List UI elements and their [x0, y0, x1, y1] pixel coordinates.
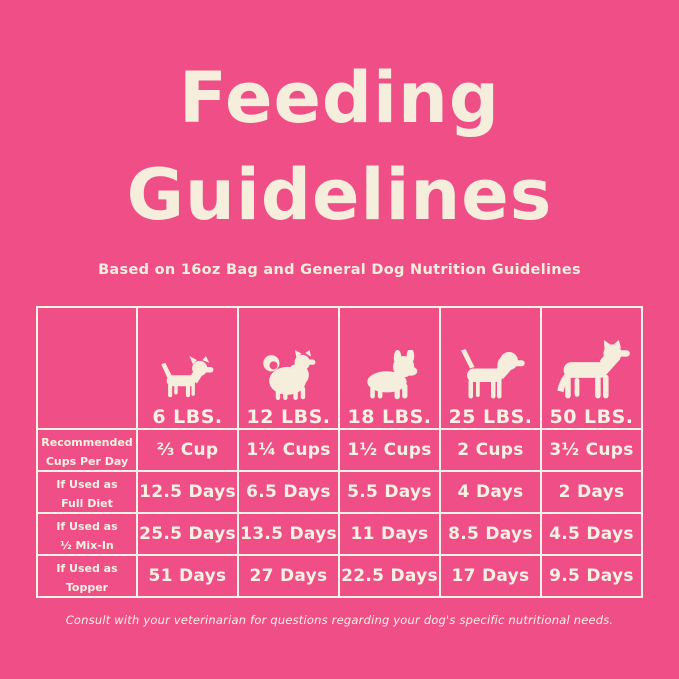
cups-12lbs: 1¼ Cups [237, 428, 340, 472]
cups-50lbs: 3½ Cups [540, 428, 643, 472]
table-row-half-mix-in: If Used as ½ Mix-In 25.5 Days 13.5 Days … [36, 512, 643, 556]
mix-in-6lbs: 25.5 Days [136, 512, 239, 556]
topper-50lbs: 9.5 Days [540, 554, 643, 598]
full-diet-18lbs: 5.5 Days [338, 470, 441, 514]
french-bulldog-icon [366, 350, 417, 400]
weight-label: 50 LBS. [549, 406, 634, 428]
mix-in-18lbs: 11 Days [338, 512, 441, 556]
chihuahua-icon [160, 356, 213, 398]
full-diet-25lbs: 4 Days [439, 470, 542, 514]
topper-6lbs: 51 Days [136, 554, 239, 598]
row-label-half-mix-in: If Used as ½ Mix-In [36, 512, 138, 556]
column-header-50lbs: 50 LBS. [540, 306, 643, 430]
row-label-cups-per-day: Recommended Cups Per Day [36, 428, 138, 472]
cups-25lbs: 2 Cups [439, 428, 542, 472]
column-header-6lbs: 6 LBS. [136, 306, 239, 430]
cups-18lbs: 1½ Cups [338, 428, 441, 472]
feeding-guidelines-table: 6 LBS. [36, 306, 643, 598]
table-row-cups-per-day: Recommended Cups Per Day ⅔ Cup 1¼ Cups 1… [36, 428, 643, 472]
page-title: Feeding Guidelines [127, 50, 553, 244]
topper-18lbs: 22.5 Days [338, 554, 441, 598]
full-diet-6lbs: 12.5 Days [136, 470, 239, 514]
weight-label: 18 LBS. [347, 406, 432, 428]
subtitle: Based on 16oz Bag and General Dog Nutrit… [98, 262, 581, 278]
column-header-18lbs: 18 LBS. [338, 306, 441, 430]
table-row-full-diet: If Used as Full Diet 12.5 Days 6.5 Days … [36, 470, 643, 514]
weight-label: 25 LBS. [448, 406, 533, 428]
mix-in-12lbs: 13.5 Days [237, 512, 340, 556]
row-label-full-diet: If Used as Full Diet [36, 470, 138, 514]
table-row-topper: If Used as Topper 51 Days 27 Days 22.5 D… [36, 554, 643, 598]
german-shepherd-icon [556, 340, 630, 399]
cups-6lbs: ⅔ Cup [136, 428, 239, 472]
veterinarian-disclaimer: Consult with your veterinarian for quest… [65, 613, 614, 627]
title-line-2: Guidelines [126, 154, 553, 236]
weight-label: 6 LBS. [152, 406, 223, 428]
beagle-icon [460, 349, 525, 399]
topper-25lbs: 17 Days [439, 554, 542, 598]
full-diet-12lbs: 6.5 Days [237, 470, 340, 514]
column-header-12lbs: 12 LBS. [237, 306, 340, 430]
column-header-25lbs: 25 LBS. [439, 306, 542, 430]
mix-in-25lbs: 8.5 Days [439, 512, 542, 556]
header-row: 6 LBS. [36, 306, 643, 430]
weight-label: 12 LBS. [246, 406, 331, 428]
row-label-topper: If Used as Topper [36, 554, 138, 598]
topper-12lbs: 27 Days [237, 554, 340, 598]
mix-in-50lbs: 4.5 Days [540, 512, 643, 556]
title-line-1: Feeding [179, 57, 500, 139]
table-corner-cell [36, 306, 138, 430]
pomeranian-icon [262, 350, 315, 400]
full-diet-50lbs: 2 Days [540, 470, 643, 514]
